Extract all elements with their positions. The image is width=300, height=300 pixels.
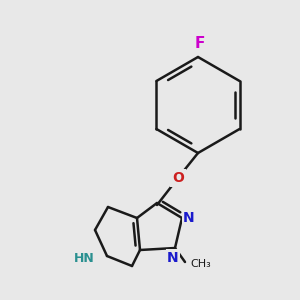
Text: O: O bbox=[172, 171, 184, 185]
Text: HN: HN bbox=[74, 251, 95, 265]
Text: N: N bbox=[183, 211, 195, 225]
Text: CH₃: CH₃ bbox=[190, 259, 211, 269]
Text: N: N bbox=[167, 251, 179, 265]
Text: F: F bbox=[195, 35, 205, 50]
